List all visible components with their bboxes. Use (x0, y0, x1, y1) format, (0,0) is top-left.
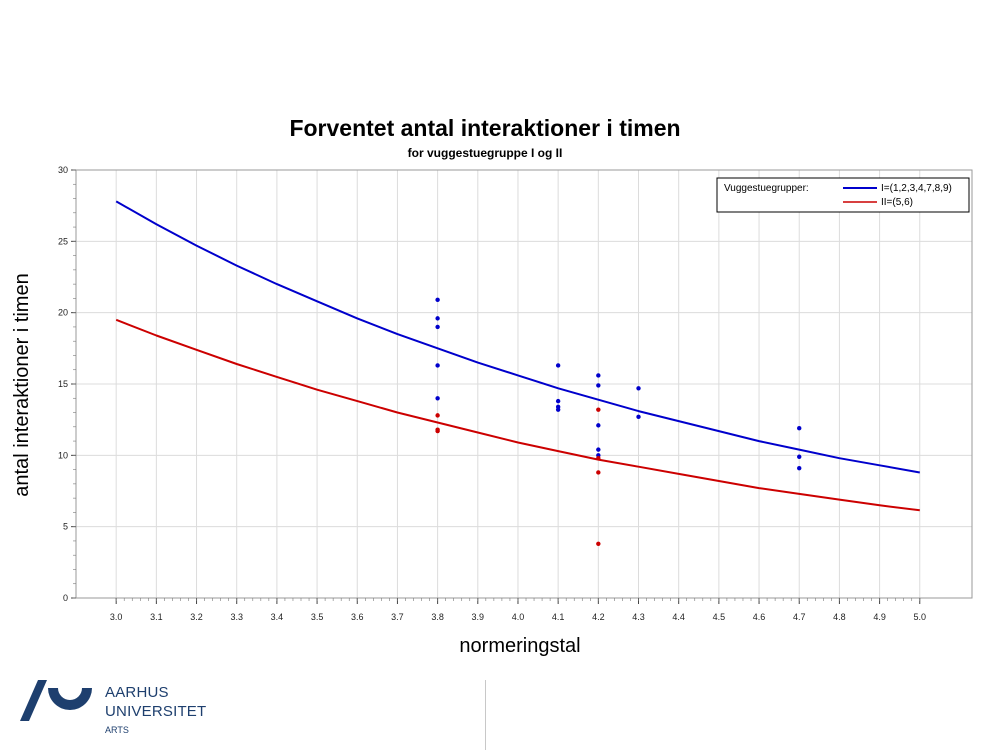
legend-title: Vuggestuegrupper: (724, 183, 809, 194)
logo-mark (20, 680, 92, 721)
data-point-group-2 (596, 455, 601, 461)
axes: 3.0 3.1 3.2 3.3 3.4 3.5 3.6 3.7 3.8 3.9 4.0 4.1 4.2 4… (58, 165, 926, 622)
series (115, 200, 920, 512)
data-point-group-1 (435, 324, 440, 330)
data-point-group-1 (636, 386, 641, 391)
data-point-group-2 (435, 428, 440, 434)
legend-box (716, 177, 970, 213)
legend-entry-series-2: II=(5,6) (881, 197, 913, 208)
y-tick-label: 30 (58, 165, 68, 175)
data-point-group-2 (596, 407, 601, 412)
data-point-group-1 (596, 383, 601, 388)
data-point-group-1 (636, 414, 641, 420)
x-tick-label: 3.8 (431, 612, 444, 622)
x-axis-label: normeringstal (459, 635, 581, 657)
y-tick-label: 25 (58, 236, 68, 246)
data-points (435, 297, 802, 546)
x-tick-label: 4.9 (873, 612, 886, 622)
y-tick-label: 10 (58, 450, 68, 460)
data-point-group-1 (596, 447, 601, 452)
aarhus-university-logo (20, 680, 92, 721)
legend: Vuggestuegrupper: I=(1,2,3,4,7,8,9) II=(… (716, 177, 970, 213)
x-tick-label: 4.4 (672, 612, 685, 622)
y-tick-label: 5 (63, 522, 68, 532)
y-tick-label: 0 (63, 593, 68, 603)
data-point-group-1 (435, 396, 440, 401)
x-tick-label: 3.4 (271, 612, 284, 622)
x-tick-label: 4.2 (592, 612, 605, 622)
x-tick-label: 4.5 (713, 612, 726, 622)
series-line-2 (115, 318, 920, 512)
x-tick-label: 3.2 (190, 612, 203, 622)
footer-divider (485, 680, 486, 750)
x-tick-label: 4.8 (833, 612, 846, 622)
university-name-line2: UNIVERSITET (105, 703, 207, 720)
series-line-1 (115, 200, 920, 474)
data-point-group-1 (596, 373, 601, 378)
legend-entry-series-1: I=(1,2,3,4,7,8,9) (881, 183, 952, 194)
data-point-group-2 (596, 470, 601, 475)
chart-plot: 3.0 3.1 3.2 3.3 3.4 3.5 3.6 3.7 3.8 3.9 4.0 4.1 4.2 4… (58, 165, 973, 622)
x-tick-label: 3.6 (351, 612, 364, 622)
x-tick-label: 4.0 (512, 612, 525, 622)
university-name-line1: AARHUS (105, 684, 169, 701)
data-point-group-1 (435, 363, 440, 368)
data-point-group-1 (797, 454, 802, 459)
faculty-name: ARTS (105, 725, 129, 735)
x-tick-label: 3.0 (110, 612, 123, 622)
university-name: AARHUS UNIVERSITET (105, 683, 206, 721)
x-tick-label: 3.1 (150, 612, 163, 622)
data-point-group-1 (555, 407, 561, 412)
data-point-group-1 (555, 398, 561, 404)
x-tick-label: 3.7 (391, 612, 404, 622)
x-tick-label: 3.3 (230, 612, 243, 622)
data-point-group-1 (797, 426, 802, 431)
data-point-group-1 (596, 423, 601, 428)
data-point-group-2 (435, 413, 440, 418)
x-tick-label: 4.1 (552, 612, 565, 622)
y-tick-label: 15 (58, 379, 68, 389)
data-point-group-1 (555, 363, 561, 368)
data-point-group-2 (596, 541, 601, 546)
chart-title: Forventet antal interaktioner i timen (289, 115, 681, 141)
grid (76, 169, 972, 599)
x-tick-label: 4.3 (632, 612, 645, 622)
x-tick-label: 3.5 (311, 612, 324, 622)
chart-subtitle: for vuggestuegruppe I og II (407, 146, 563, 160)
y-tick-label: 20 (58, 308, 68, 318)
x-tick-label: 4.7 (793, 612, 806, 622)
data-point-group-1 (435, 297, 440, 303)
data-point-group-1 (435, 316, 440, 321)
x-tick-label: 5.0 (914, 612, 927, 622)
x-tick-label: 3.9 (472, 612, 485, 622)
data-point-group-1 (797, 465, 802, 471)
x-tick-label: 4.6 (753, 612, 766, 622)
